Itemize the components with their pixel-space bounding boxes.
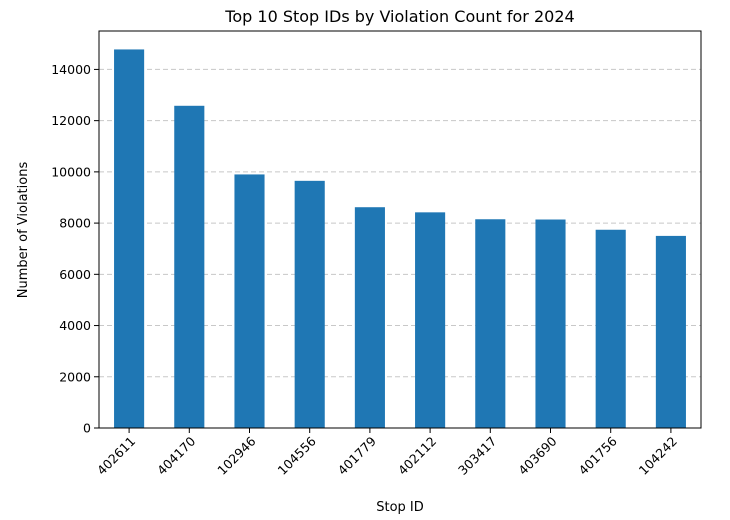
x-tick-label: 404170: [154, 433, 198, 477]
y-tick-label: 10000: [51, 164, 91, 179]
chart-title: Top 10 Stop IDs by Violation Count for 2…: [224, 7, 574, 26]
x-tick-label: 401779: [335, 433, 379, 477]
y-tick-label: 8000: [59, 216, 91, 231]
x-tick-label: 104242: [636, 434, 680, 478]
x-axis-ticks: 402611 404170 102946 104556 401779 402112 3034…: [94, 428, 680, 478]
x-tick-label: 104556: [274, 433, 318, 477]
x-tick-label: 102946: [214, 433, 258, 477]
x-tick-label: 403690: [515, 433, 559, 477]
x-tick-label: 402611: [94, 434, 138, 478]
bar-402611: [114, 49, 145, 429]
bar-401756: [595, 229, 626, 428]
y-tick-label: 12000: [51, 113, 91, 128]
y-axis-label: Number of Violations: [16, 162, 31, 299]
x-tick-label: 303417: [455, 434, 499, 478]
y-axis-ticks: 0 2000 4000 6000 8000 10000 12000 14000: [51, 62, 99, 436]
bar-401779: [354, 207, 385, 428]
x-axis-label: Stop ID: [376, 500, 424, 515]
y-tick-label: 2000: [59, 369, 91, 384]
x-tick-label: 401756: [575, 433, 619, 477]
bar-402112: [415, 212, 446, 428]
plot-frame: [98, 30, 702, 429]
bar-104556: [294, 180, 325, 428]
bars: [114, 49, 686, 429]
bar-303417: [475, 219, 506, 428]
bar-403690: [535, 219, 566, 428]
bar-404170: [174, 105, 205, 429]
y-tick-label: 0: [83, 421, 91, 436]
y-tick-label: 4000: [59, 318, 91, 333]
bar-102946: [234, 174, 265, 428]
y-tick-label: 6000: [59, 267, 91, 282]
x-tick-label: 402112: [395, 434, 439, 478]
y-tick-label: 14000: [51, 62, 91, 77]
bar-104242: [655, 235, 686, 428]
